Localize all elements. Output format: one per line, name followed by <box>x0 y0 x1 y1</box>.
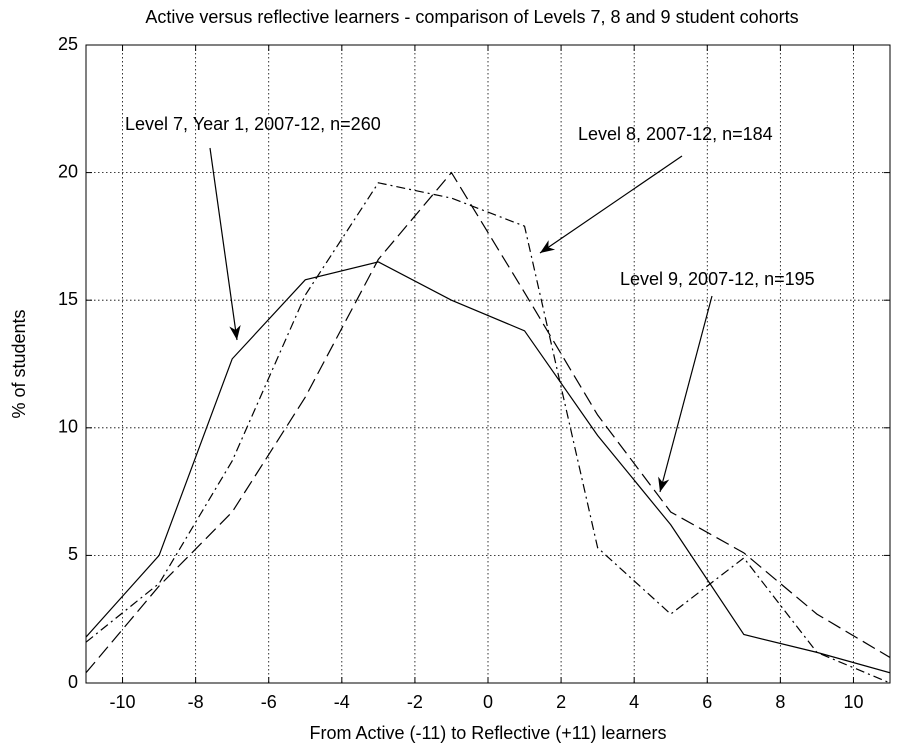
chart-title: Active versus reflective learners - comp… <box>145 7 798 27</box>
annotation: Level 8, 2007-12, n=184 <box>578 124 773 144</box>
y-tick-label: 25 <box>58 34 78 54</box>
x-tick-label: 8 <box>775 692 785 712</box>
x-tick-label: -10 <box>110 692 136 712</box>
x-tick-label: -6 <box>261 692 277 712</box>
x-tick-label: -4 <box>334 692 350 712</box>
series-line <box>85 261 891 674</box>
y-tick-label: 5 <box>68 544 78 564</box>
series-line <box>85 171 891 674</box>
annotation-arrow <box>209 147 241 341</box>
y-tick-label: 0 <box>68 672 78 692</box>
y-tick-label: 15 <box>58 289 78 309</box>
x-axis-label: From Active (-11) to Reflective (+11) le… <box>310 723 667 743</box>
x-tick-label: 10 <box>843 692 863 712</box>
annotation: Level 7, Year 1, 2007-12, n=260 <box>125 114 381 134</box>
y-tick-label: 10 <box>58 417 78 437</box>
x-tick-label: 2 <box>556 692 566 712</box>
y-axis-label: % of students <box>9 309 29 418</box>
y-tick-label: 20 <box>58 161 78 181</box>
x-tick-label: 0 <box>483 692 493 712</box>
x-tick-label: -2 <box>407 692 423 712</box>
plot-frame <box>85 44 891 684</box>
annotation-arrow <box>539 155 683 254</box>
x-tick-label: 6 <box>702 692 712 712</box>
annotation-arrow <box>658 295 713 493</box>
x-tick-label: 4 <box>629 692 639 712</box>
annotation: Level 9, 2007-12, n=195 <box>620 269 815 289</box>
series-line <box>85 182 891 684</box>
x-tick-label: -8 <box>188 692 204 712</box>
